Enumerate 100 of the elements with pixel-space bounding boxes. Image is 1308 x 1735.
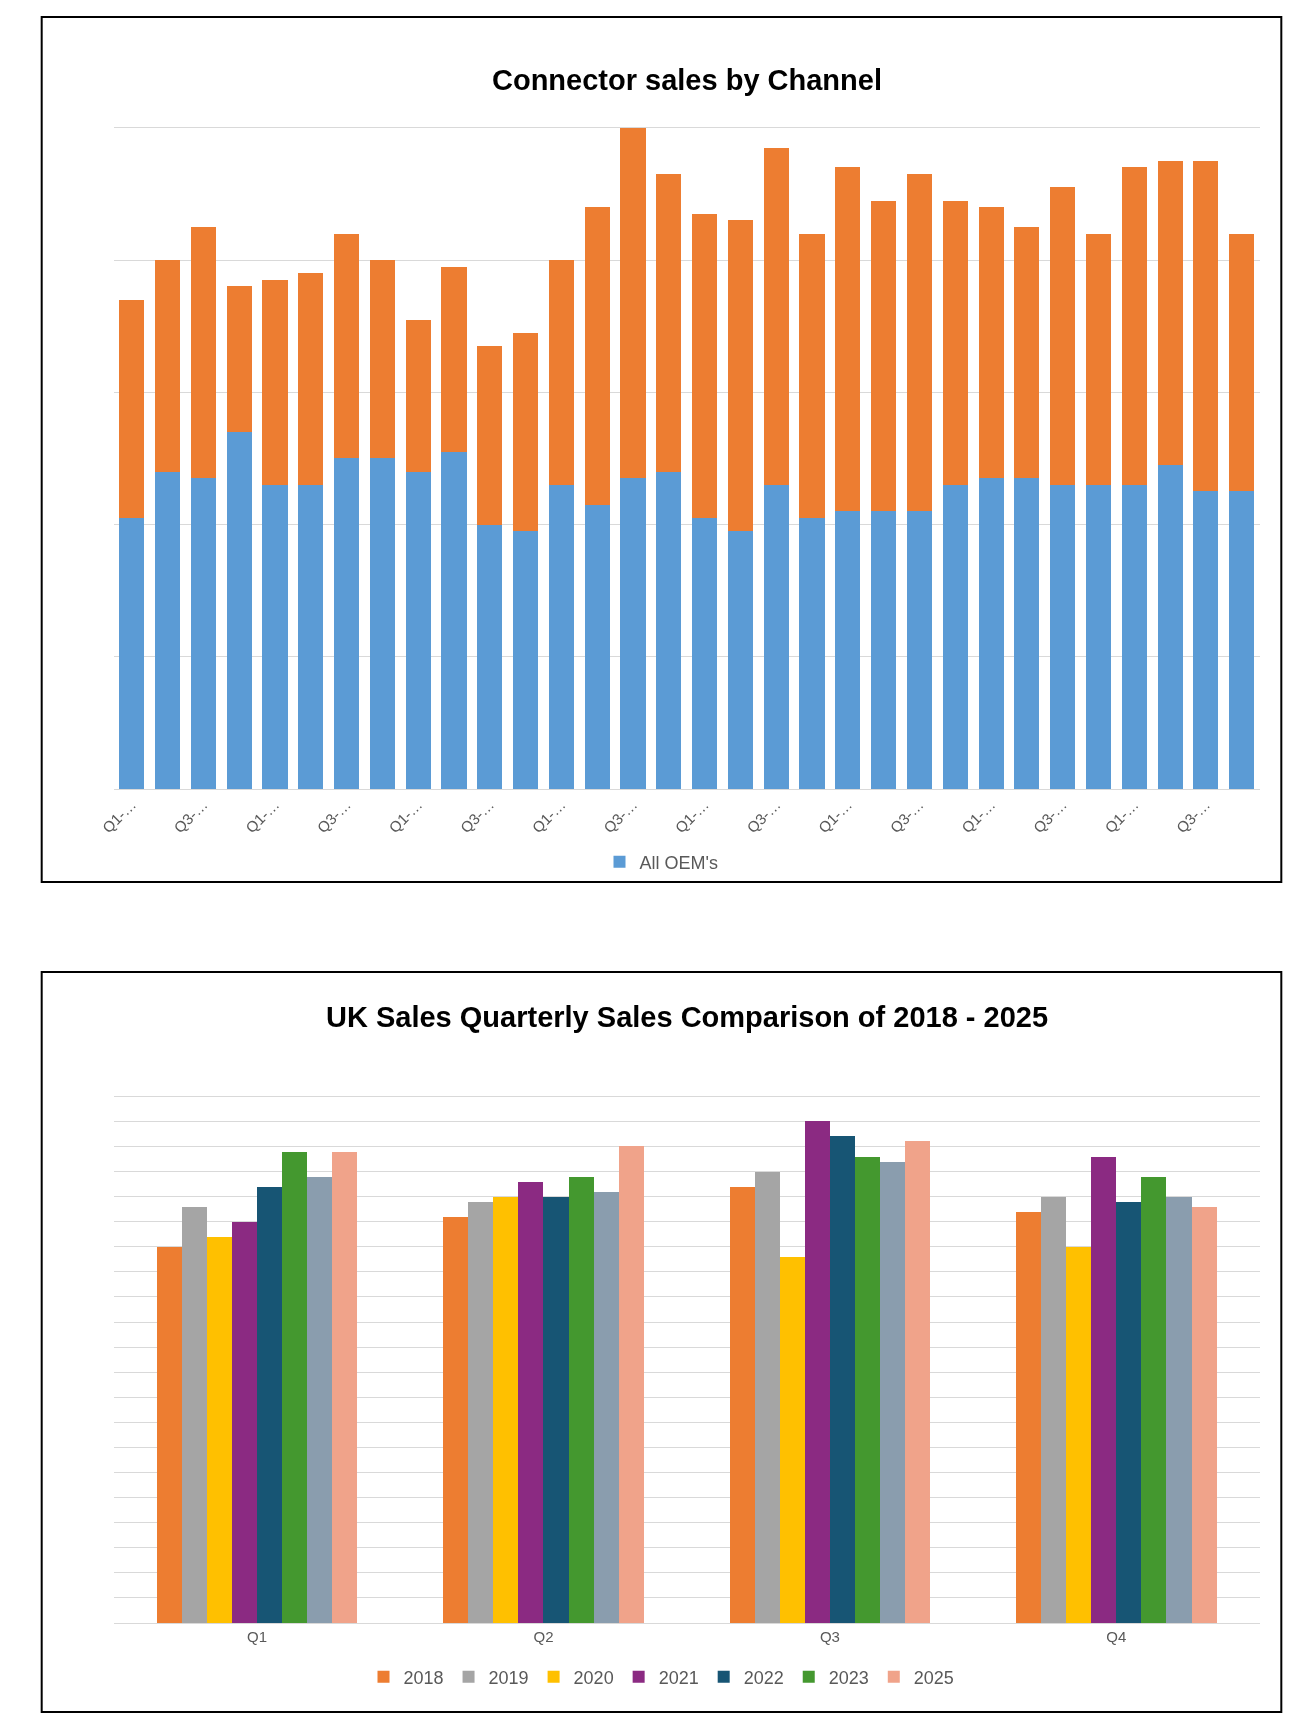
bar — [1121, 484, 1147, 789]
bar — [978, 478, 1004, 789]
bar — [854, 1156, 881, 1623]
bar — [262, 484, 288, 789]
legend-label: All OEM's — [639, 852, 718, 873]
bar — [754, 1171, 780, 1623]
bar — [1157, 160, 1183, 466]
bar — [513, 332, 539, 532]
legend-label: 2022 — [743, 1667, 784, 1688]
bar — [799, 233, 825, 518]
bar — [1193, 160, 1219, 492]
bar — [593, 1191, 619, 1623]
bar — [620, 127, 646, 479]
bar — [369, 458, 395, 789]
bar — [880, 1161, 906, 1623]
bar — [1016, 1211, 1042, 1623]
bar — [369, 260, 395, 459]
bar — [620, 478, 646, 789]
x-tick-label: Q1 — [247, 1628, 268, 1645]
bar — [799, 517, 825, 789]
bar — [568, 1176, 594, 1623]
bar — [332, 1151, 358, 1623]
bar — [727, 220, 753, 532]
bar — [804, 1121, 830, 1623]
bar — [468, 1201, 494, 1623]
bar — [548, 484, 574, 789]
bar — [1191, 1206, 1217, 1623]
legend-label: 2023 — [828, 1667, 869, 1688]
bar — [692, 517, 718, 789]
bar — [1014, 226, 1040, 479]
bar — [257, 1186, 283, 1623]
bar — [905, 1141, 931, 1623]
legend-label: 2020 — [573, 1667, 614, 1688]
bar — [1157, 465, 1183, 789]
bar — [226, 431, 252, 789]
bar — [871, 511, 897, 789]
bar — [692, 213, 718, 518]
bar — [156, 1246, 182, 1623]
bar — [1116, 1201, 1142, 1623]
bar — [835, 167, 861, 512]
bar — [405, 319, 431, 472]
x-tick-label: Q3 — [819, 1628, 840, 1645]
bar — [441, 266, 467, 452]
legend-label: 2019 — [488, 1667, 529, 1688]
bar — [232, 1221, 258, 1623]
bar — [1141, 1176, 1167, 1623]
bar — [493, 1196, 519, 1623]
bar — [1229, 233, 1255, 492]
bar — [190, 226, 216, 479]
bar — [942, 200, 968, 485]
bar — [584, 207, 610, 505]
bar — [656, 174, 682, 472]
bar — [1121, 167, 1147, 485]
bar — [282, 1151, 308, 1623]
bar — [307, 1176, 333, 1623]
bar — [262, 279, 288, 485]
bar — [1014, 478, 1040, 789]
legend-label: 2021 — [658, 1667, 699, 1688]
bar — [1041, 1196, 1067, 1623]
bar — [441, 451, 467, 789]
bar — [1193, 491, 1219, 789]
bar — [1050, 187, 1076, 485]
bar — [226, 286, 252, 432]
chart-title: Connector sales by Channel — [492, 64, 882, 96]
bar — [298, 484, 324, 789]
bar — [119, 299, 145, 518]
bar — [656, 471, 682, 789]
bar — [1085, 233, 1111, 485]
bar — [334, 458, 360, 789]
bar — [584, 504, 610, 789]
bar — [763, 147, 789, 485]
bar — [119, 517, 145, 789]
bar — [618, 1146, 644, 1623]
bar — [206, 1236, 232, 1623]
bar — [906, 511, 932, 789]
bar — [1229, 491, 1255, 789]
bar — [1085, 484, 1111, 789]
bar — [190, 478, 216, 789]
bar — [835, 511, 861, 789]
bar — [405, 471, 431, 789]
bar — [763, 484, 789, 789]
bar — [779, 1256, 805, 1623]
bar — [1050, 484, 1076, 789]
bar — [906, 174, 932, 512]
bar — [155, 260, 181, 472]
bar — [942, 484, 968, 789]
bar — [298, 273, 324, 485]
bar — [477, 346, 503, 525]
bar — [727, 531, 753, 789]
bar — [513, 531, 539, 789]
bar — [978, 207, 1004, 479]
bar — [543, 1196, 569, 1623]
bar — [548, 260, 574, 485]
bar — [518, 1181, 544, 1623]
bar — [155, 471, 181, 789]
x-tick-label: Q4 — [1106, 1628, 1127, 1645]
bar — [1166, 1196, 1192, 1623]
bar — [477, 524, 503, 789]
bar — [1066, 1246, 1092, 1623]
x-tick-label: Q2 — [533, 1628, 554, 1645]
